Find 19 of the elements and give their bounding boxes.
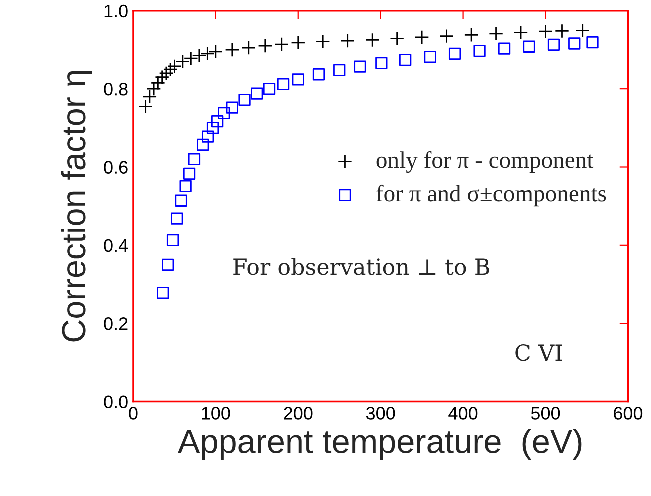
annotation: For observation ⊥ to B	[234, 258, 490, 276]
x-tick-label: 200	[284, 407, 313, 420]
x-tick-label: 300	[366, 407, 396, 420]
x-tick-label: 400	[448, 407, 478, 420]
x-axis-title: Apparent temperature (eV)	[178, 429, 582, 460]
x-tick-label: 500	[531, 407, 560, 420]
y-tick-label: 0.2	[104, 318, 128, 330]
y-tick-label: 1.0	[104, 4, 128, 18]
y-tick-label: 0.6	[104, 161, 128, 174]
y-tick-label: 0.4	[104, 239, 128, 252]
legend-label: only for π - component	[376, 151, 594, 174]
annotation: C VI	[516, 344, 562, 362]
y-tick-label: 0.8	[104, 83, 128, 96]
y-axis-title: Correction factor η	[61, 71, 92, 342]
legend-label: for π and σ±components	[376, 184, 606, 207]
x-tick-label: 100	[202, 407, 230, 420]
x-tick-label: 0	[129, 407, 138, 420]
y-tick-label: 0.0	[104, 396, 128, 408]
x-tick-label: 600	[614, 407, 643, 420]
